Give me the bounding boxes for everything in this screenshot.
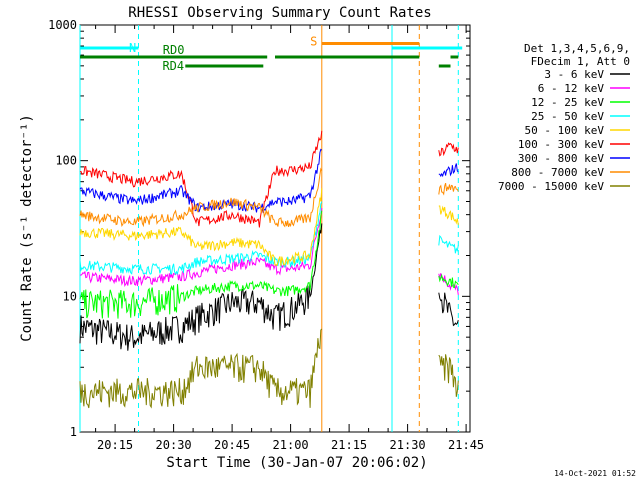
series-line <box>79 210 323 319</box>
x-tick-label: 20:30 <box>156 438 192 452</box>
flag-label: S <box>310 35 317 49</box>
legend-label: 12 - 25 keV <box>531 96 604 109</box>
x-tick-label: 21:00 <box>273 438 309 452</box>
legend-header: Det 1,3,4,5,6,9, <box>524 42 630 55</box>
series-line <box>79 188 323 267</box>
series-line <box>79 167 323 228</box>
chart-title: RHESSI Observing Summary Count Rates <box>128 5 431 21</box>
x-tick-label: 21:15 <box>331 438 367 452</box>
y-axis-label: Count Rate (s⁻¹ detector⁻¹) <box>19 114 35 342</box>
legend-label: 100 - 300 keV <box>518 138 604 151</box>
flag-label: N <box>129 41 136 55</box>
legend-label: 6 - 12 keV <box>538 82 605 95</box>
y-tick-label: 10 <box>63 289 77 303</box>
x-tick-label: 20:45 <box>214 438 250 452</box>
x-tick-label: 20:15 <box>97 438 133 452</box>
series-line <box>438 273 459 289</box>
legend-label: 25 - 50 keV <box>531 110 604 123</box>
series-line <box>438 142 459 157</box>
y-tick-label: 100 <box>55 154 77 168</box>
series-line <box>79 328 323 409</box>
series-line <box>438 205 459 225</box>
flag-label: RD4 <box>162 59 184 73</box>
y-tick-label: 1000 <box>48 18 77 32</box>
series-line <box>438 234 459 254</box>
legend: Det 1,3,4,5,6,9,FDecim 1, Att 03 - 6 keV… <box>498 42 630 193</box>
legend-label: 300 - 800 keV <box>518 152 604 165</box>
series-line <box>79 207 323 287</box>
y-tick-label: 1 <box>70 425 77 439</box>
x-tick-label: 21:30 <box>390 438 426 452</box>
legend-header: FDecim 1, Att 0 <box>531 55 630 68</box>
legend-label: 800 - 7000 keV <box>511 166 604 179</box>
x-axis-label: Start Time (30-Jan-07 20:06:02) <box>166 455 427 471</box>
series-line <box>438 182 459 196</box>
series-line <box>79 130 323 228</box>
legend-label: 3 - 6 keV <box>544 68 604 81</box>
flag-label: RD0 <box>163 43 185 57</box>
plot-area: 1 10 100 1000 20:15 20:30 20:45 21:00 21:15 21:30… <box>48 18 484 452</box>
series-line <box>438 354 459 397</box>
x-tick-label: 21:45 <box>448 438 484 452</box>
series-line <box>79 223 323 351</box>
series-line <box>438 292 459 327</box>
legend-label: 50 - 100 keV <box>525 124 605 137</box>
series-line <box>79 148 323 214</box>
series-line <box>438 163 459 178</box>
legend-label: 7000 - 15000 keV <box>498 180 604 193</box>
timestamp: 14-Oct-2021 01:52 <box>554 469 636 478</box>
